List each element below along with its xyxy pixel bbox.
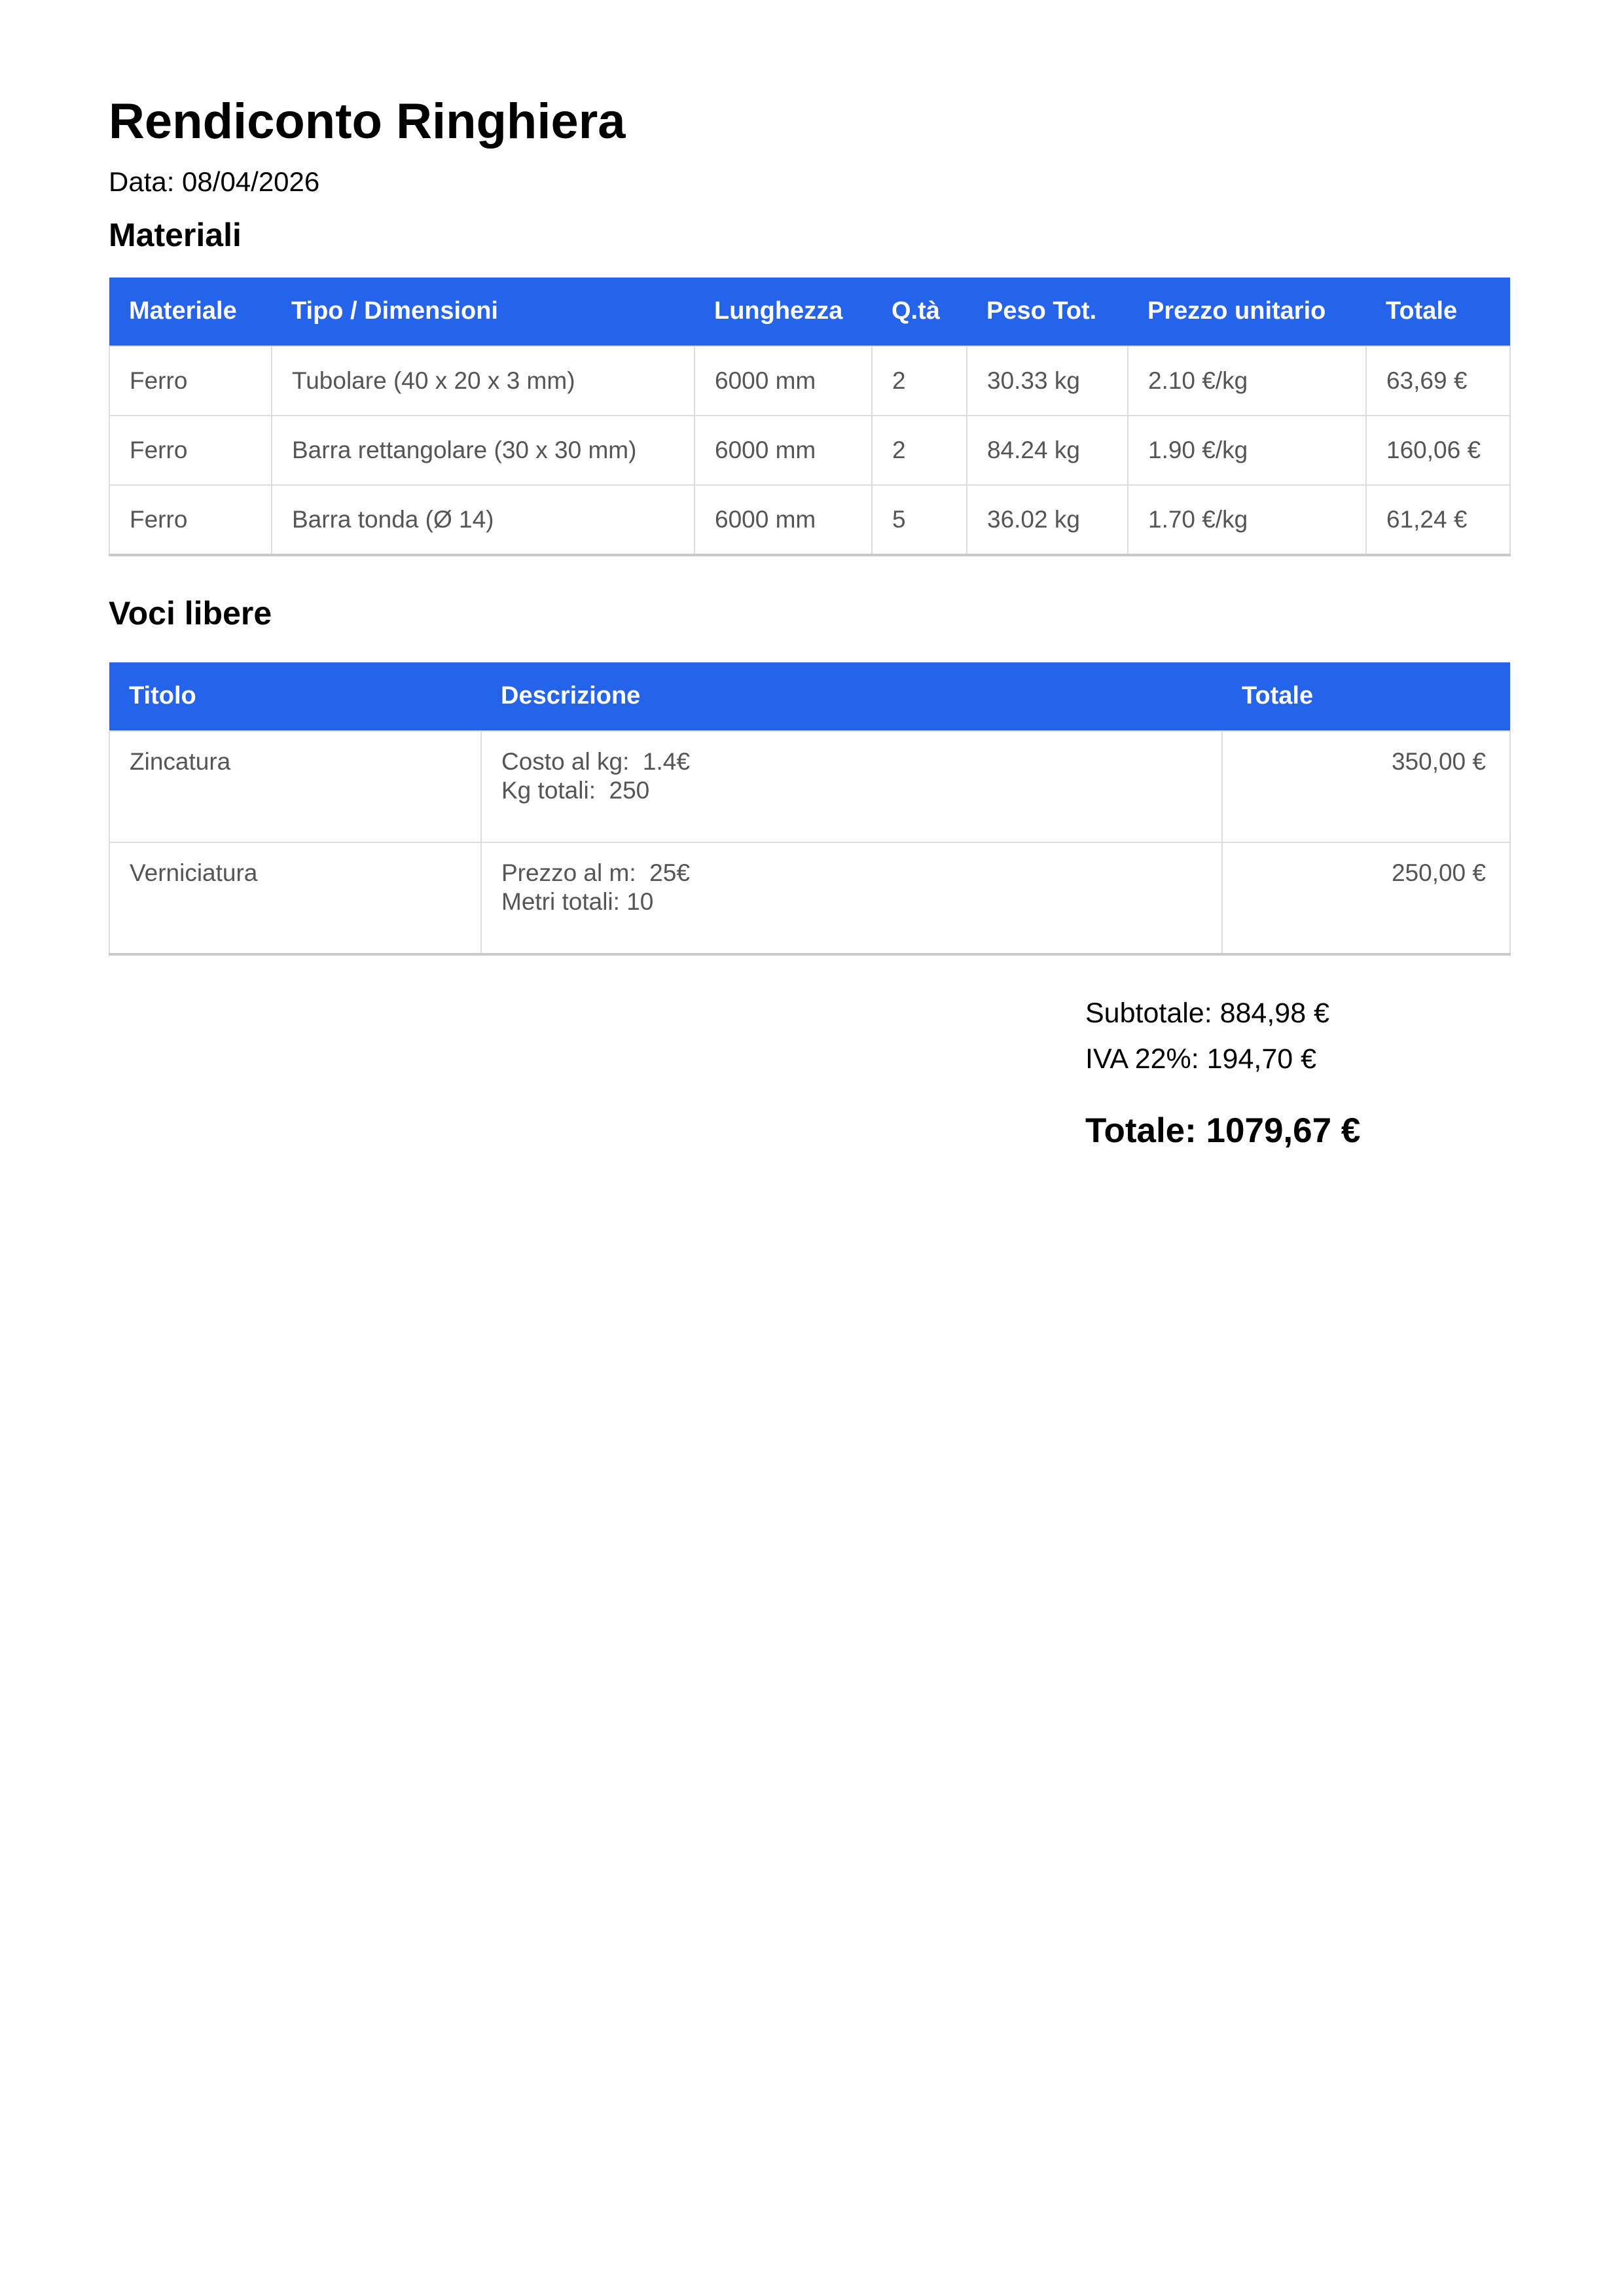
cell-materiale: Ferro — [109, 345, 272, 416]
column-header-prezzo-unitario: Prezzo unitario — [1128, 277, 1366, 346]
cell-materiale: Ferro — [109, 414, 272, 486]
table-row: Ferro Barra rettangolare (30 x 30 mm) 60… — [109, 414, 1511, 486]
total-line: Totale: 1079,67 € — [1085, 1111, 1361, 1150]
cell-peso-tot: 30.33 kg — [966, 345, 1128, 416]
header-row: Titolo Descrizione Totale — [109, 662, 1510, 731]
vat-line: IVA 22%: 194,70 € — [1085, 1043, 1317, 1075]
cell-descrizione: Prezzo al m: 25€ Metri totali: 10 — [480, 841, 1223, 955]
cell-lunghezza: 6000 mm — [694, 345, 873, 416]
cell-prezzo-unitario: 1.70 €/kg — [1127, 484, 1367, 556]
page-title: Rendiconto Ringhiera — [109, 94, 626, 149]
column-header-lunghezza: Lunghezza — [695, 277, 872, 346]
cell-qta: 2 — [871, 414, 967, 486]
column-header-peso-tot: Peso Tot. — [967, 277, 1128, 346]
cell-peso-tot: 84.24 kg — [966, 414, 1128, 486]
cell-totale: 350,00 € — [1221, 730, 1511, 843]
totals-block: Subtotale: 884,98 € IVA 22%: 194,70 € To… — [1085, 997, 1515, 1152]
materials-table-header: Materiale Tipo / Dimensioni Lunghezza Q.… — [109, 277, 1510, 346]
cell-tipo-dimensioni: Barra rettangolare (30 x 30 mm) — [271, 414, 695, 486]
cell-qta: 5 — [871, 484, 967, 556]
voci-libere-section-heading: Voci libere — [109, 594, 272, 632]
cell-lunghezza: 6000 mm — [694, 414, 873, 486]
cell-titolo: Verniciatura — [109, 841, 482, 955]
table-row: Ferro Tubolare (40 x 20 x 3 mm) 6000 mm … — [109, 345, 1511, 416]
cell-peso-tot: 36.02 kg — [966, 484, 1128, 556]
column-header-materiale: Materiale — [109, 277, 272, 346]
cell-totale: 160,06 € — [1365, 414, 1511, 486]
cell-qta: 2 — [871, 345, 967, 416]
cell-prezzo-unitario: 1.90 €/kg — [1127, 414, 1367, 486]
cell-lunghezza: 6000 mm — [694, 484, 873, 556]
column-header-totale: Totale — [1222, 662, 1510, 731]
cell-totale: 250,00 € — [1221, 841, 1511, 955]
column-header-descrizione: Descrizione — [481, 662, 1222, 731]
table-row: Ferro Barra tonda (Ø 14) 6000 mm 5 36.02… — [109, 484, 1511, 556]
header-row: Materiale Tipo / Dimensioni Lunghezza Q.… — [109, 277, 1510, 346]
table-row: Verniciatura Prezzo al m: 25€ Metri tota… — [109, 841, 1511, 955]
column-header-totale: Totale — [1366, 277, 1510, 346]
voci-libere-table-header: Titolo Descrizione Totale — [109, 662, 1510, 731]
cell-materiale: Ferro — [109, 484, 272, 556]
materials-table: Materiale Tipo / Dimensioni Lunghezza Q.… — [109, 277, 1511, 556]
voci-libere-table: Titolo Descrizione Totale Zincatura Cost… — [109, 662, 1511, 956]
cell-tipo-dimensioni: Tubolare (40 x 20 x 3 mm) — [271, 345, 695, 416]
cell-tipo-dimensioni: Barra tonda (Ø 14) — [271, 484, 695, 556]
column-header-qta: Q.tà — [872, 277, 967, 346]
cell-descrizione: Costo al kg: 1.4€ Kg totali: 250 — [480, 730, 1223, 843]
report-date: Data: 08/04/2026 — [109, 166, 320, 198]
cell-totale: 61,24 € — [1365, 484, 1511, 556]
subtotal-line: Subtotale: 884,98 € — [1085, 997, 1329, 1029]
column-header-titolo: Titolo — [109, 662, 481, 731]
table-row: Zincatura Costo al kg: 1.4€ Kg totali: 2… — [109, 730, 1511, 843]
cell-prezzo-unitario: 2.10 €/kg — [1127, 345, 1367, 416]
materials-section-heading: Materiali — [109, 216, 242, 253]
column-header-tipo-dimensioni: Tipo / Dimensioni — [272, 277, 695, 346]
cell-titolo: Zincatura — [109, 730, 482, 843]
cell-totale: 63,69 € — [1365, 345, 1511, 416]
